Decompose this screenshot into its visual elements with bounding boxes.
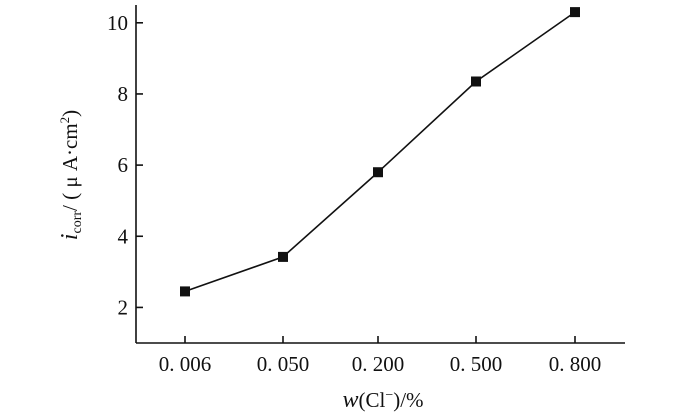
x-label-unit: /% — [400, 388, 423, 412]
y-tick-label-0: 2 — [118, 295, 129, 319]
x-label-close: ) — [393, 388, 400, 412]
y-label-unit-sup: 2 — [57, 117, 72, 124]
x-tick-label-3: 0. 500 — [450, 352, 503, 376]
y-tick-label-4: 10 — [107, 11, 128, 35]
data-point-2 — [373, 167, 383, 178]
y-label-var: i — [57, 234, 83, 241]
x-label-charge: − — [385, 388, 393, 403]
series — [180, 7, 580, 297]
data-point-4 — [570, 7, 580, 18]
y-ticks: 2 4 6 8 10 — [107, 11, 143, 319]
y-tick-label-2: 6 — [118, 153, 129, 177]
x-tick-label-0: 0. 006 — [159, 352, 212, 376]
x-label-open: ( — [358, 388, 365, 412]
x-ticks: 0. 006 0. 050 0. 200 0. 500 0. 800 — [159, 336, 602, 376]
y-tick-label-1: 4 — [118, 224, 129, 248]
y-label-unit-pre: / ( μ A·cm — [58, 123, 82, 211]
y-label-unit-post: ) — [58, 110, 82, 117]
x-axis-label: w(Cl−)/% — [342, 387, 423, 413]
data-point-0 — [180, 286, 190, 297]
x-tick-label-1: 0. 050 — [257, 352, 310, 376]
y-axis-label: icorr/ ( μ A·cm2) — [57, 110, 85, 240]
data-point-3 — [471, 76, 481, 87]
x-label-species: Cl — [365, 388, 385, 412]
data-point-1 — [278, 251, 288, 262]
x-label-var: w — [342, 387, 358, 413]
axes — [135, 5, 625, 344]
series-line-0 — [184, 11, 576, 293]
y-tick-label-3: 8 — [118, 82, 129, 106]
y-label-sub: corr — [70, 211, 85, 234]
x-tick-label-4: 0. 800 — [549, 352, 602, 376]
x-tick-label-2: 0. 200 — [352, 352, 405, 376]
